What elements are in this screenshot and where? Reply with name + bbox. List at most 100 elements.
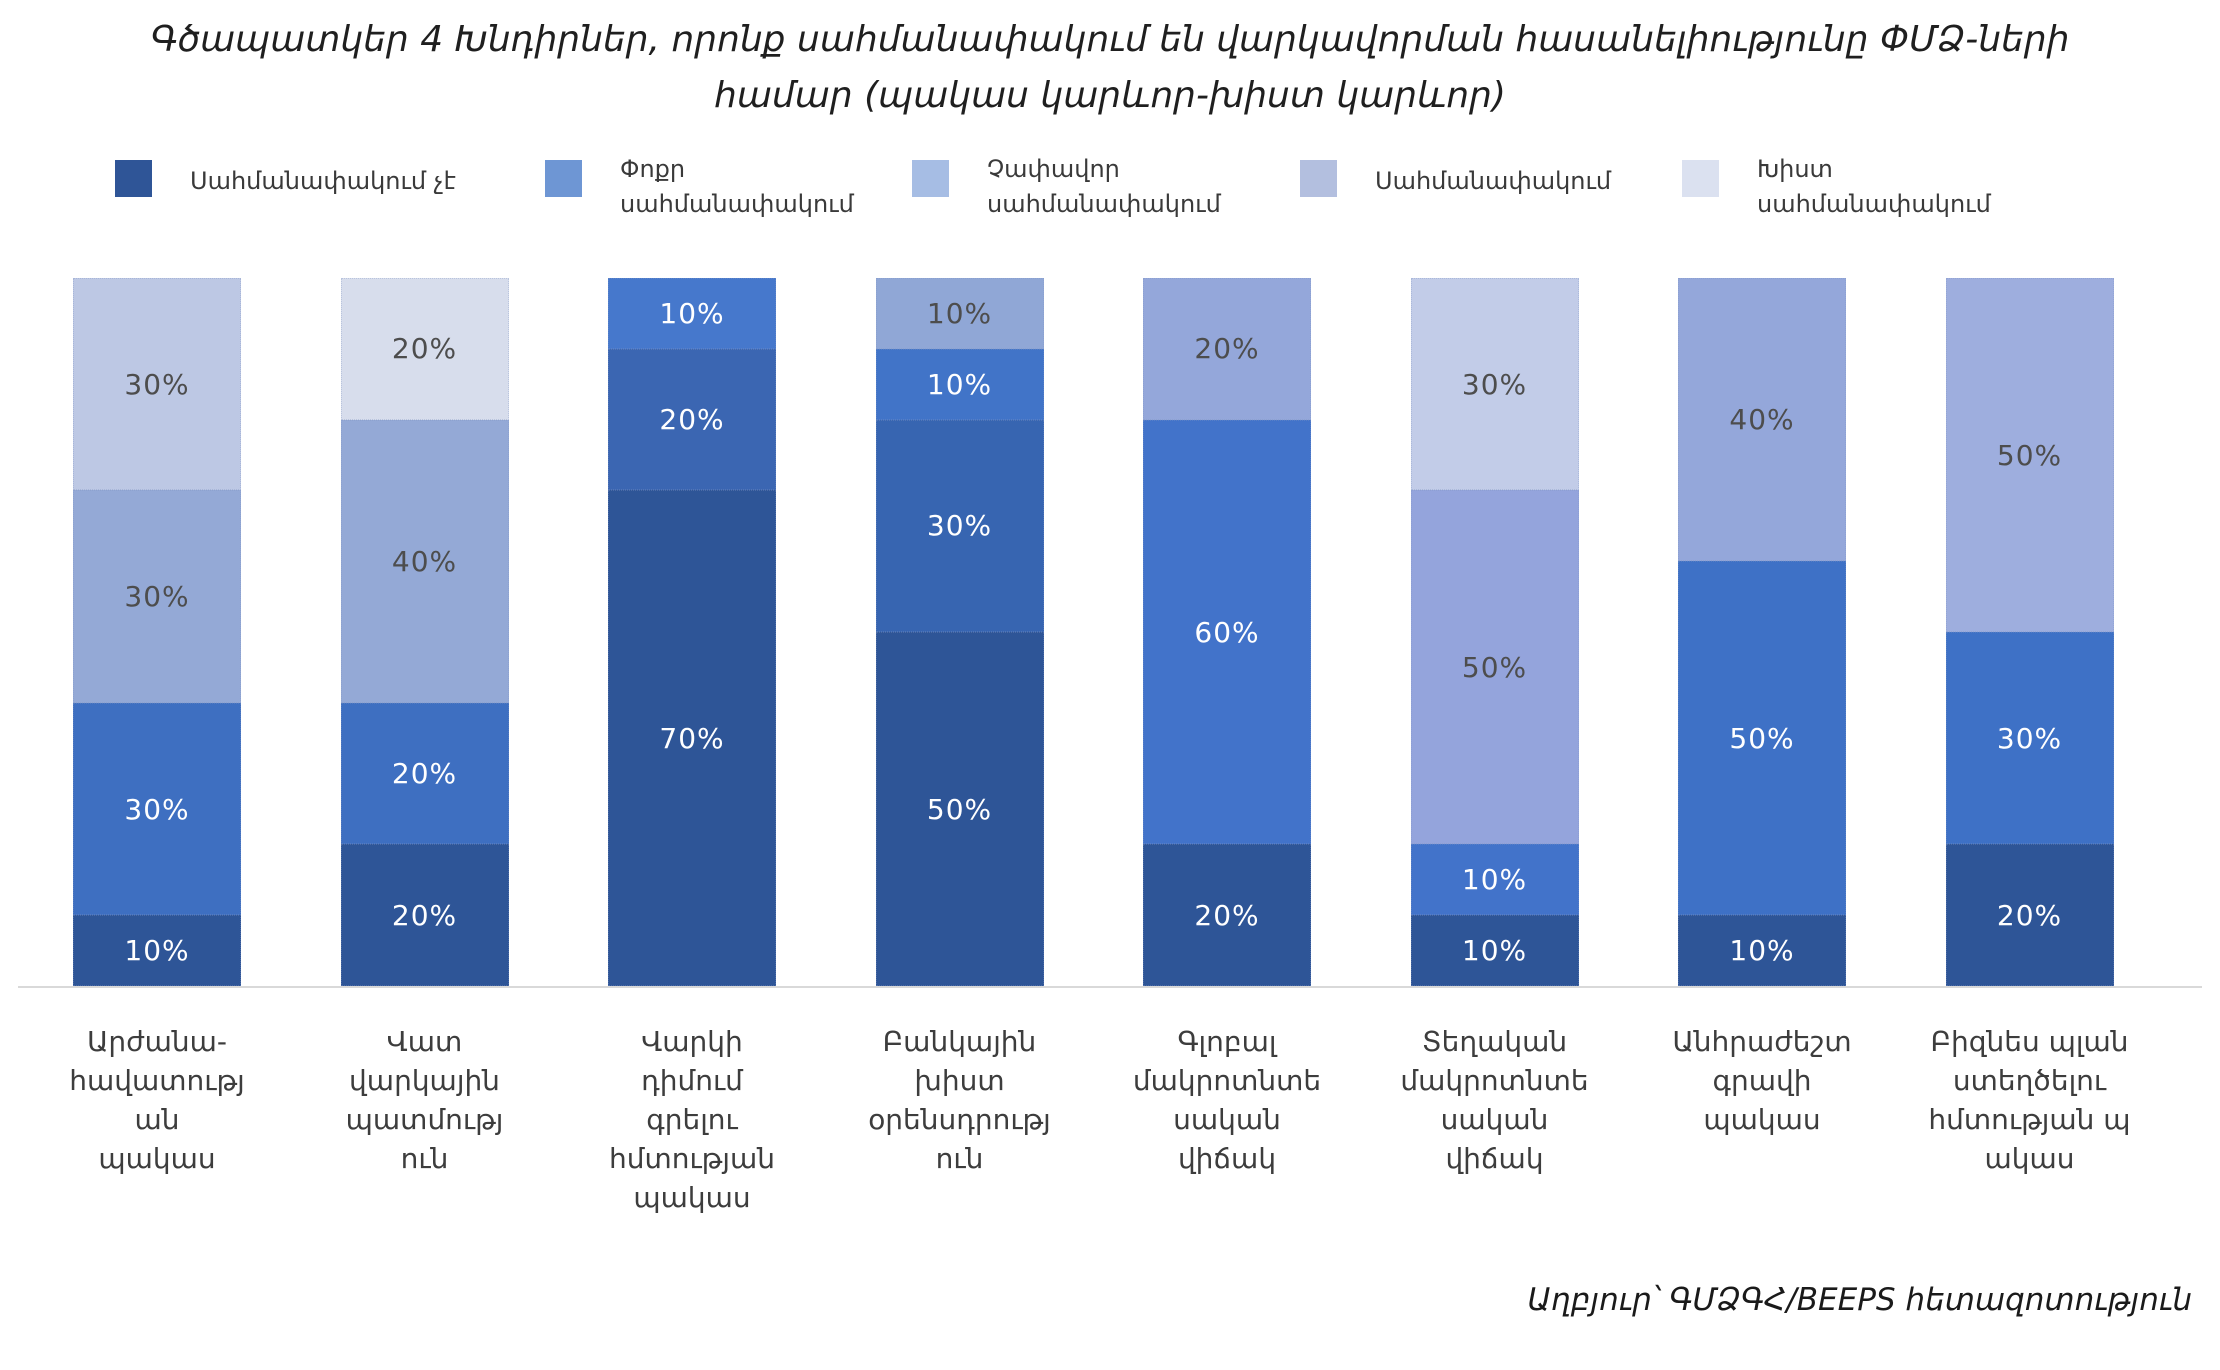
legend-label-line: Սահմանափակում	[1375, 167, 1612, 195]
bar-6-segment-1-value-label: 50%	[1729, 721, 1795, 755]
legend-swatch-2	[912, 160, 949, 197]
bar-7-segment-1-value-label: 30%	[1996, 721, 2063, 755]
source-note: Աղբյուր՝ ԳՄՁԳՀ/BEEPS հետազոտություն	[1527, 1282, 2192, 1318]
legend-label-line: Սահմանափակում չէ	[190, 167, 456, 195]
legend-item-4: Խիստ սահմանափակում	[1682, 152, 1991, 222]
bar-3-segment-3: 10%	[875, 278, 1044, 349]
bar-3-segment-1: 30%	[875, 419, 1044, 632]
category-label-6: Անհրաժեշտ գրավի պակաս	[1630, 1022, 1894, 1139]
bar-6: 10% 50% 40%	[1678, 278, 1846, 986]
bar-4-segment-1-value-label: 60%	[1194, 615, 1260, 649]
bar-3-segment-2: 10%	[875, 348, 1044, 420]
bar-3: 50% 30% 10% 10%	[875, 278, 1044, 986]
chart-title-line1: Գծապատկեր 4 Խնդիրներ, որոնք սահմանափակու…	[150, 19, 2070, 60]
category-label-line: խիստ	[914, 1064, 1005, 1097]
bar-3-segment-2-value-label: 10%	[926, 367, 993, 401]
bar-3-segment-1-value-label: 30%	[926, 509, 993, 543]
bar-4-segment-1: 60%	[1143, 419, 1311, 845]
category-label-line: ստեղծելու	[1952, 1064, 2107, 1097]
bar-7: 20% 30% 50%	[1945, 278, 2114, 986]
bar-5-segment-3-value-label: 30%	[1461, 367, 1528, 401]
category-label-line: Բանկային	[882, 1025, 1037, 1058]
bar-0-segment-0: 10%	[73, 915, 241, 986]
bar-0-segment-0-value-label: 10%	[124, 934, 190, 968]
category-label-line: մակրոտնտե	[1400, 1064, 1589, 1097]
bar-4-segment-2: 20%	[1143, 278, 1311, 420]
bar-1-segment-3-value-label: 20%	[391, 332, 458, 366]
bar-2-segment-0-value-label: 70%	[659, 721, 725, 755]
bar-6-segment-0: 10%	[1678, 915, 1846, 986]
bar-4-segment-0: 20%	[1143, 844, 1311, 986]
category-label-line: պակաս	[633, 1181, 751, 1214]
bar-5: 10% 10% 50% 30%	[1410, 278, 1579, 986]
category-label-line: վիճակ	[1177, 1142, 1277, 1175]
bar-2: 70% 20% 10%	[608, 278, 776, 986]
bar-5-segment-0: 10%	[1410, 915, 1579, 986]
category-label-line: վիճակ	[1445, 1142, 1544, 1175]
bar-6-segment-1: 50%	[1678, 561, 1846, 916]
category-label-line: ակաս	[1984, 1142, 2075, 1175]
category-label-line: հավատությ	[69, 1064, 245, 1097]
bar-4: 20% 60% 20%	[1143, 278, 1311, 986]
legend-item-2: Չափավոր սահմանափակում	[912, 152, 1221, 222]
category-label-line: Գլոբալ	[1177, 1025, 1277, 1058]
bar-0-segment-2: 30%	[73, 490, 241, 703]
bar-5-segment-0-value-label: 10%	[1461, 934, 1528, 968]
category-label-line: Արժանա-	[86, 1025, 227, 1058]
category-label-4: Գլոբալ մակրոտնտե սական վիճակ	[1095, 1022, 1359, 1178]
bar-6-segment-2: 40%	[1678, 278, 1846, 562]
category-label-line: վարկային	[349, 1064, 500, 1097]
bar-7-segment-0: 20%	[1945, 844, 2114, 986]
bar-7-segment-1: 30%	[1945, 632, 2114, 845]
bar-2-segment-1: 20%	[608, 348, 776, 491]
legend-label-1: Փոքր սահմանափակում	[620, 152, 854, 222]
bar-0: 10% 30% 30% 30%	[73, 278, 241, 986]
category-label-5: Տեղական մակրոտնտե սական վիճակ	[1363, 1022, 1627, 1178]
bar-2-segment-2-value-label: 10%	[659, 296, 725, 330]
bar-5-segment-3: 30%	[1410, 278, 1579, 491]
category-label-line: ան	[134, 1103, 180, 1136]
bar-5-segment-1: 10%	[1410, 844, 1579, 916]
legend-item-0: Սահմանափակում չէ	[115, 152, 456, 199]
category-label-line: Տեղական	[1421, 1025, 1568, 1058]
legend-label-line: սահմանափակում	[620, 190, 854, 218]
bar-1: 20% 20% 40% 20%	[340, 278, 509, 986]
legend-label-line: սահմանափակում	[1757, 190, 1991, 218]
category-label-line: Վարկի	[641, 1025, 743, 1058]
legend-label-line: սահմանափակում	[987, 190, 1221, 218]
bar-3-segment-0: 50%	[875, 632, 1044, 986]
category-label-line: հմտության պ	[1928, 1103, 2131, 1136]
bar-7-segment-0-value-label: 20%	[1996, 898, 2063, 932]
category-label-7: Բիզնես պլան ստեղծելու հմտության պ ակաս	[1898, 1022, 2162, 1178]
legend-swatch-0	[115, 160, 152, 197]
chart-title: Գծապատկեր 4 Խնդիրներ, որոնք սահմանափակու…	[0, 12, 2220, 124]
bar-3-segment-3-value-label: 10%	[926, 296, 993, 330]
legend-swatch-3	[1300, 160, 1337, 197]
legend-label-0: Սահմանափակում չէ	[190, 164, 456, 199]
bar-6-segment-2-value-label: 40%	[1729, 403, 1795, 437]
legend-swatch-4	[1682, 160, 1719, 197]
x-axis-line	[18, 986, 2202, 988]
plot-area: 10% 30% 30% 30% 20% 20% 40% 20% 70% 20% 10% 50% 30% 1…	[0, 278, 2220, 986]
category-label-line: օրենսդրությ	[868, 1103, 1051, 1136]
bar-3-segment-0-value-label: 50%	[926, 792, 993, 826]
bar-1-segment-2: 40%	[340, 419, 509, 703]
bar-0-segment-3-value-label: 30%	[124, 367, 190, 401]
bar-7-segment-2: 50%	[1945, 278, 2114, 633]
legend-item-1: Փոքր սահմանափակում	[545, 152, 854, 222]
bar-0-segment-2-value-label: 30%	[124, 580, 190, 614]
bar-5-segment-2-value-label: 50%	[1461, 650, 1528, 684]
bar-2-segment-2: 10%	[608, 278, 776, 349]
bar-1-segment-1: 20%	[340, 702, 509, 845]
category-label-line: սական	[1440, 1103, 1549, 1136]
bar-1-segment-2-value-label: 40%	[391, 544, 458, 578]
category-label-line: Բիզնես պլան	[1930, 1025, 2129, 1058]
bar-0-segment-3: 30%	[73, 278, 241, 491]
category-label-line: սական	[1173, 1103, 1281, 1136]
category-label-line: գրելու	[646, 1103, 738, 1136]
legend-label-3: Սահմանափակում	[1375, 164, 1611, 199]
bar-6-segment-0-value-label: 10%	[1729, 934, 1795, 968]
bar-0-segment-1-value-label: 30%	[124, 792, 190, 826]
legend-label-4: Խիստ սահմանափակում	[1757, 152, 1991, 222]
legend-label-line: Խիստ	[1757, 155, 1833, 183]
